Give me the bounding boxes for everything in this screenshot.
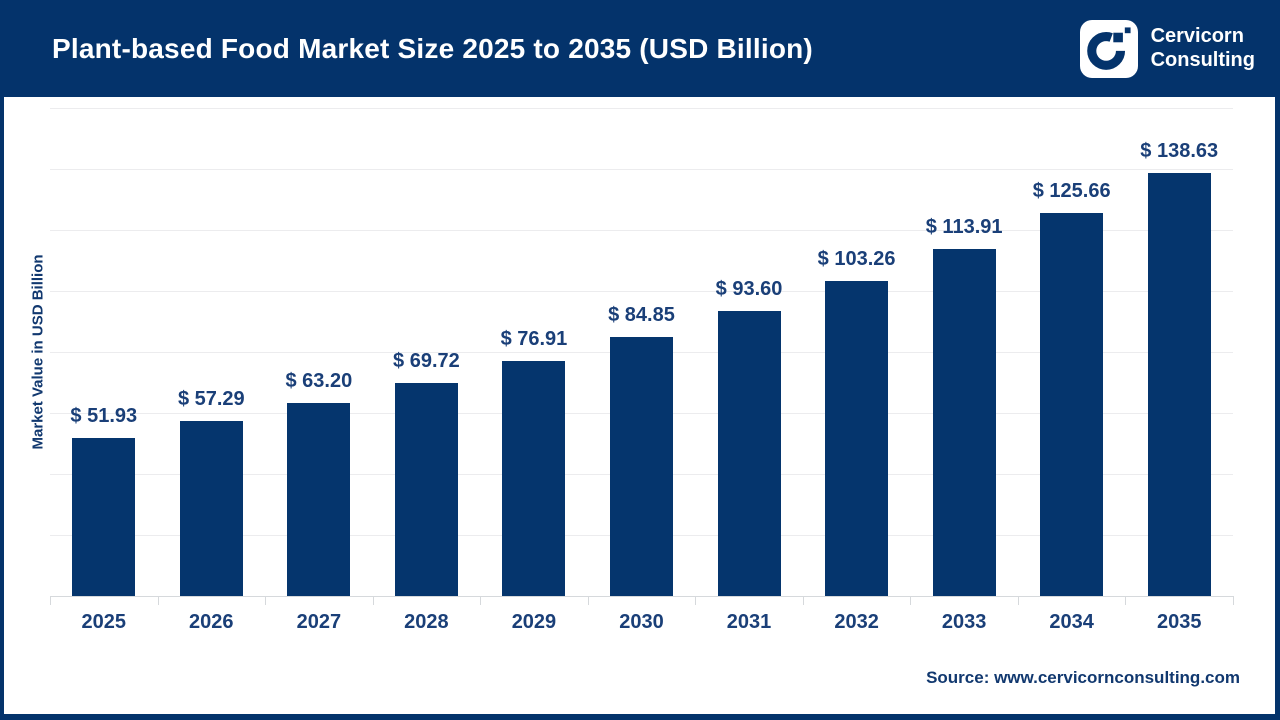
x-axis-tick: [1233, 596, 1234, 605]
x-axis-line: [50, 596, 1233, 597]
bar-2032: [825, 281, 889, 596]
gridline: [50, 291, 1233, 292]
x-axis-tick: [157, 596, 159, 605]
brand-name-line1: Cervicorn: [1150, 25, 1244, 48]
x-axis-label-2027: 2027: [296, 611, 342, 633]
x-axis-tick: [1017, 596, 1019, 605]
x-axis-label-2031: 2031: [726, 611, 772, 633]
bar-2026: [179, 421, 243, 596]
x-axis-tick: [695, 596, 697, 605]
x-axis-label-2034: 2034: [1049, 611, 1094, 633]
x-axis-tick: [910, 596, 912, 605]
bar-value-label-2035: $ 138.63: [1140, 140, 1219, 163]
bar-2027: [287, 403, 351, 596]
source-text: Source: www.cervicornconsulting.com: [926, 668, 1240, 687]
x-axis-tick: [1125, 596, 1127, 605]
gridline: [50, 169, 1233, 170]
y-axis-title: Market Value in USD Billion: [29, 254, 47, 450]
gridline: [50, 108, 1233, 109]
x-axis-label-2025: 2025: [81, 611, 127, 633]
x-axis-label-2033: 2033: [941, 611, 987, 633]
bar-value-label-2030: $ 84.85: [608, 304, 675, 327]
x-axis-label-2032: 2032: [834, 611, 879, 633]
brand-name: Cervicorn Consulting: [1151, 25, 1255, 72]
x-axis-label-2030: 2030: [619, 611, 664, 633]
bar-2033: [932, 248, 996, 596]
header-bar: Plant-based Food Market Size 2025 to 203…: [4, 0, 1275, 97]
bar-value-label-2025: $ 51.93: [70, 404, 138, 427]
bar-2030: [610, 337, 673, 596]
x-axis-tick: [372, 596, 374, 605]
bar-value-label-2034: $ 125.66: [1032, 179, 1111, 202]
bar-value-label-2031: $ 93.60: [715, 277, 783, 300]
bar-2025: [72, 437, 136, 596]
x-axis-label-2026: 2026: [189, 611, 234, 633]
x-axis-label-2028: 2028: [404, 611, 449, 633]
bar-value-label-2032: $ 103.26: [817, 248, 896, 271]
bar-value-label-2033: $ 113.91: [925, 215, 1003, 238]
bar-2029: [502, 361, 566, 596]
bar-2035: [1147, 173, 1211, 596]
bar-2034: [1040, 212, 1104, 596]
x-axis-label-2029: 2029: [511, 611, 557, 633]
bar-2028: [394, 383, 458, 596]
page-title: Plant-based Food Market Size 2025 to 203…: [52, 32, 813, 64]
bar-2031: [717, 310, 781, 596]
bar-value-label-2027: $ 63.20: [285, 370, 353, 393]
x-axis-tick: [480, 596, 482, 605]
gridline: [50, 230, 1233, 231]
x-axis-tick: [587, 596, 589, 605]
bar-value-label-2029: $ 76.91: [500, 328, 568, 351]
brand-logo: Cervicorn Consulting: [1079, 0, 1255, 97]
bar-value-label-2028: $ 69.72: [393, 350, 460, 373]
brand-name-line2: Consulting: [1150, 48, 1255, 71]
x-axis-tick: [265, 596, 267, 605]
x-axis-tick: [50, 596, 51, 605]
bar-value-label-2026: $ 57.29: [177, 388, 245, 411]
cervicorn-c-icon: [1079, 19, 1138, 78]
x-axis-label-2035: 2035: [1156, 611, 1202, 633]
x-axis-tick: [802, 596, 804, 605]
plot-area: $ 51.93 2025 $ 57.29 2026 $ 63.20 2027 $ 69.72…: [4, 0, 1275, 714]
